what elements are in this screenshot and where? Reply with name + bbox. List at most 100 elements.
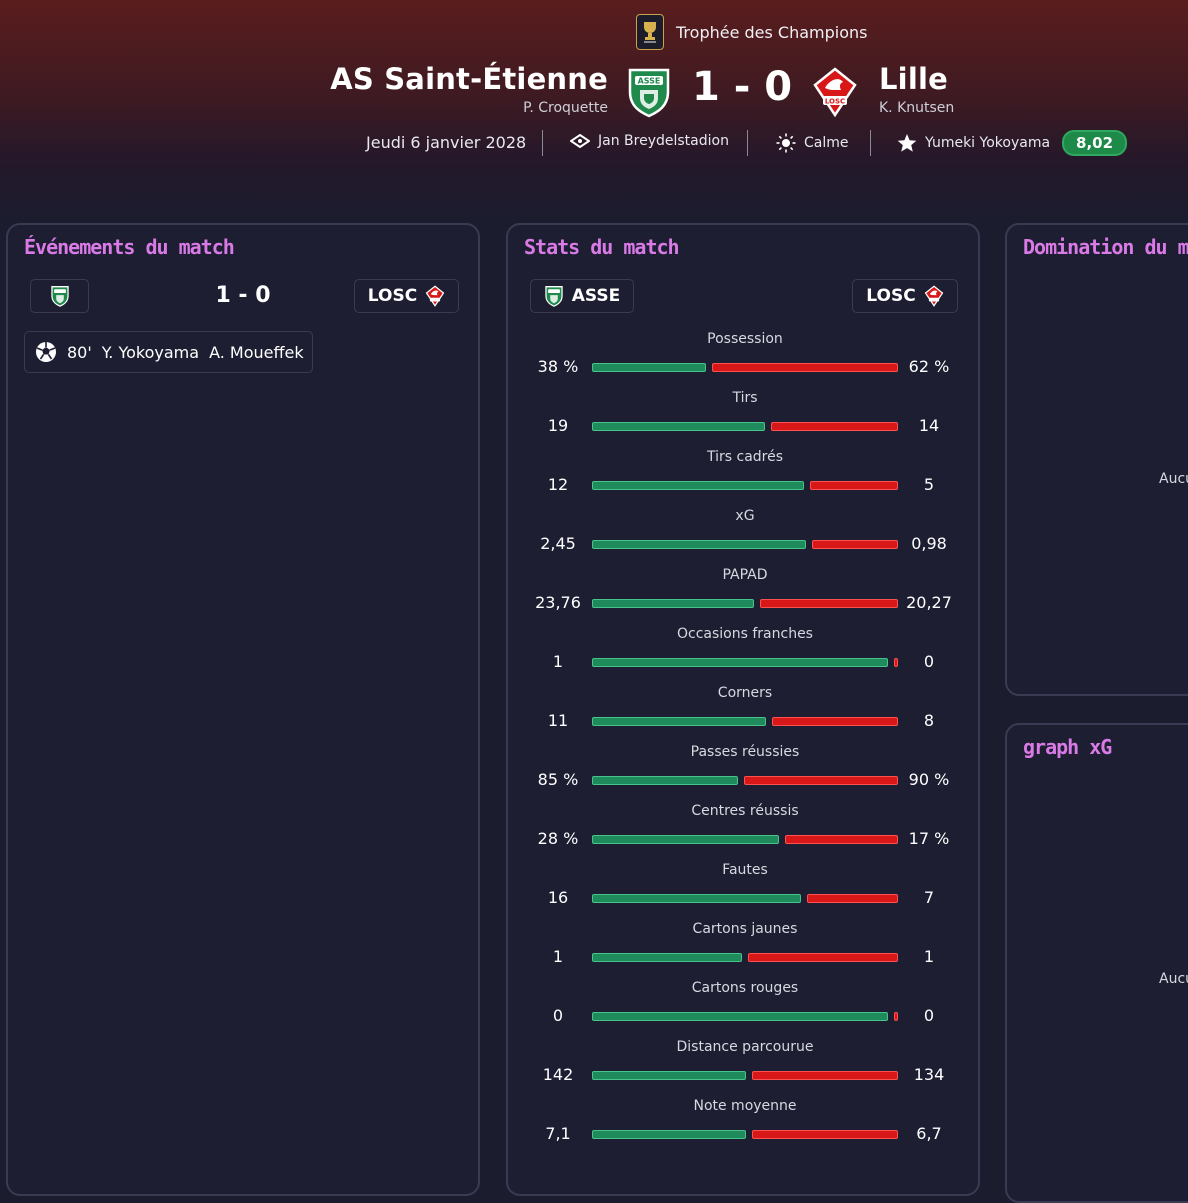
stat-label: Occasions franches <box>677 626 813 642</box>
stat-away-bar <box>771 422 898 431</box>
stat-away-value: 8 <box>923 711 935 730</box>
stats-panel: Stats du match ASSE LOSC Possession 38 % 6… <box>506 223 980 1196</box>
stat-away-value: 20,27 <box>906 593 952 612</box>
stat-away-value: 90 % <box>908 770 950 789</box>
stat-home-value: 0 <box>552 1006 564 1025</box>
svg-text:ASSE: ASSE <box>638 77 661 86</box>
match-header: Trophée des Champions AS Saint-Étienne P… <box>0 0 1188 215</box>
competition[interactable]: Trophée des Champions <box>636 14 868 50</box>
stat-home-bar <box>592 481 804 490</box>
domination-panel: Domination du match Aucu <box>1005 223 1188 696</box>
losc-crest-icon <box>425 285 445 307</box>
xg-graph-panel: graph xG Aucu <box>1005 723 1188 1203</box>
stat-away-value: 6,7 <box>916 1124 942 1143</box>
asse-crest-icon <box>50 286 69 307</box>
stat-away-value: 0,98 <box>911 534 947 553</box>
stat-label: Possession <box>707 331 783 347</box>
stat-home-bar <box>592 422 765 431</box>
stat-away-bar <box>752 1130 898 1139</box>
stat-away-bar <box>712 363 898 372</box>
stat-home-value: 1 <box>552 652 564 671</box>
stat-away-bar <box>748 953 898 962</box>
stadium-icon <box>570 134 590 148</box>
away-team[interactable]: Lille K. Knutsen <box>879 62 954 116</box>
event-scorer[interactable]: Y. Yokoyama <box>101 342 200 362</box>
star-icon <box>897 134 917 152</box>
stat-away-value: 134 <box>913 1065 945 1084</box>
events-panel-title: Événements du match <box>24 235 235 259</box>
stat-home-value: 85 % <box>537 770 579 789</box>
stat-home-bar <box>592 599 754 608</box>
stat-away-value: 5 <box>923 475 935 494</box>
home-team-name[interactable]: AS Saint-Étienne <box>330 62 608 96</box>
domination-empty-text: Aucu <box>1159 471 1188 487</box>
stat-away-value: 7 <box>923 888 935 907</box>
trophy-icon <box>636 14 664 50</box>
stat-away-bar <box>772 717 898 726</box>
stat-home-bar <box>592 894 801 903</box>
stat-away-value: 0 <box>923 652 935 671</box>
away-team-code: LOSC <box>367 286 418 306</box>
final-score: 1 - 0 <box>691 64 793 110</box>
stat-home-bar <box>592 540 806 549</box>
stat-away-value: 62 % <box>908 357 950 376</box>
player-rating-badge: 8,02 <box>1062 130 1128 156</box>
stat-label: PAPAD <box>722 567 768 583</box>
stat-label: xG <box>735 508 755 524</box>
stat-away-value: 14 <box>918 416 940 435</box>
soccer-ball-icon <box>36 342 56 362</box>
stat-label: Note moyenne <box>693 1098 797 1114</box>
stat-label: Distance parcourue <box>676 1039 814 1055</box>
goal-event[interactable]: 80' Y. Yokoyama A. Moueffek <box>24 331 313 373</box>
stat-away-bar <box>744 776 898 785</box>
stat-home-bar <box>592 363 706 372</box>
home-team[interactable]: AS Saint-Étienne P. Croquette <box>330 62 608 116</box>
stat-label: Tirs cadrés <box>706 449 784 465</box>
stadium-name: Jan Breydelstadion <box>598 133 729 149</box>
stat-home-value: 7,1 <box>545 1124 571 1143</box>
stat-away-bar <box>760 599 898 608</box>
stat-away-bar <box>894 1012 898 1021</box>
svg-text:LOSC: LOSC <box>825 98 845 106</box>
events-panel: Événements du match 1 - 0 LOSC 80' Y. Yo… <box>6 223 480 1196</box>
xg-panel-title: graph xG <box>1023 735 1112 759</box>
stat-home-value: 16 <box>547 888 569 907</box>
home-team-chip[interactable]: ASSE <box>530 279 634 313</box>
stat-away-bar <box>807 894 898 903</box>
stat-label: Fautes <box>722 862 768 878</box>
stat-label: Tirs <box>732 390 758 406</box>
stat-home-value: 142 <box>542 1065 574 1084</box>
stat-away-bar <box>785 835 898 844</box>
weather-text: Calme <box>804 135 849 151</box>
stat-home-bar <box>592 776 738 785</box>
stat-home-bar <box>592 1012 888 1021</box>
stat-home-bar <box>592 717 766 726</box>
weather: Calme <box>776 133 849 153</box>
losc-crest-icon <box>924 285 944 307</box>
stat-home-bar <box>592 658 888 667</box>
player-of-match[interactable]: Yumeki Yokoyama 8,02 <box>897 130 1128 156</box>
away-team-chip[interactable]: LOSC <box>354 279 459 313</box>
domination-panel-title: Domination du match <box>1023 235 1188 259</box>
stat-label: Passes réussies <box>690 744 800 760</box>
stat-home-value: 28 % <box>537 829 579 848</box>
stat-home-bar <box>592 953 742 962</box>
stat-away-value: 17 % <box>908 829 950 848</box>
home-coach[interactable]: P. Croquette <box>523 100 608 116</box>
separator <box>747 130 748 156</box>
home-team-chip[interactable] <box>30 279 89 313</box>
stat-home-value: 23,76 <box>535 593 581 612</box>
away-coach[interactable]: K. Knutsen <box>879 100 955 116</box>
stat-home-value: 1 <box>552 947 564 966</box>
events-score: 1 - 0 <box>215 283 271 308</box>
xg-empty-text: Aucu <box>1159 971 1188 987</box>
away-team-chip[interactable]: LOSC <box>852 279 958 313</box>
stat-label: Cartons jaunes <box>692 921 798 937</box>
away-team-code: LOSC <box>866 286 916 306</box>
event-assist[interactable]: A. Moueffek <box>209 342 304 362</box>
sun-icon <box>776 133 796 153</box>
away-team-name[interactable]: Lille <box>879 62 948 96</box>
match-date-text: Jeudi 6 janvier 2028 <box>366 133 527 152</box>
stadium[interactable]: Jan Breydelstadion <box>570 133 729 149</box>
stat-home-value: 12 <box>547 475 569 494</box>
